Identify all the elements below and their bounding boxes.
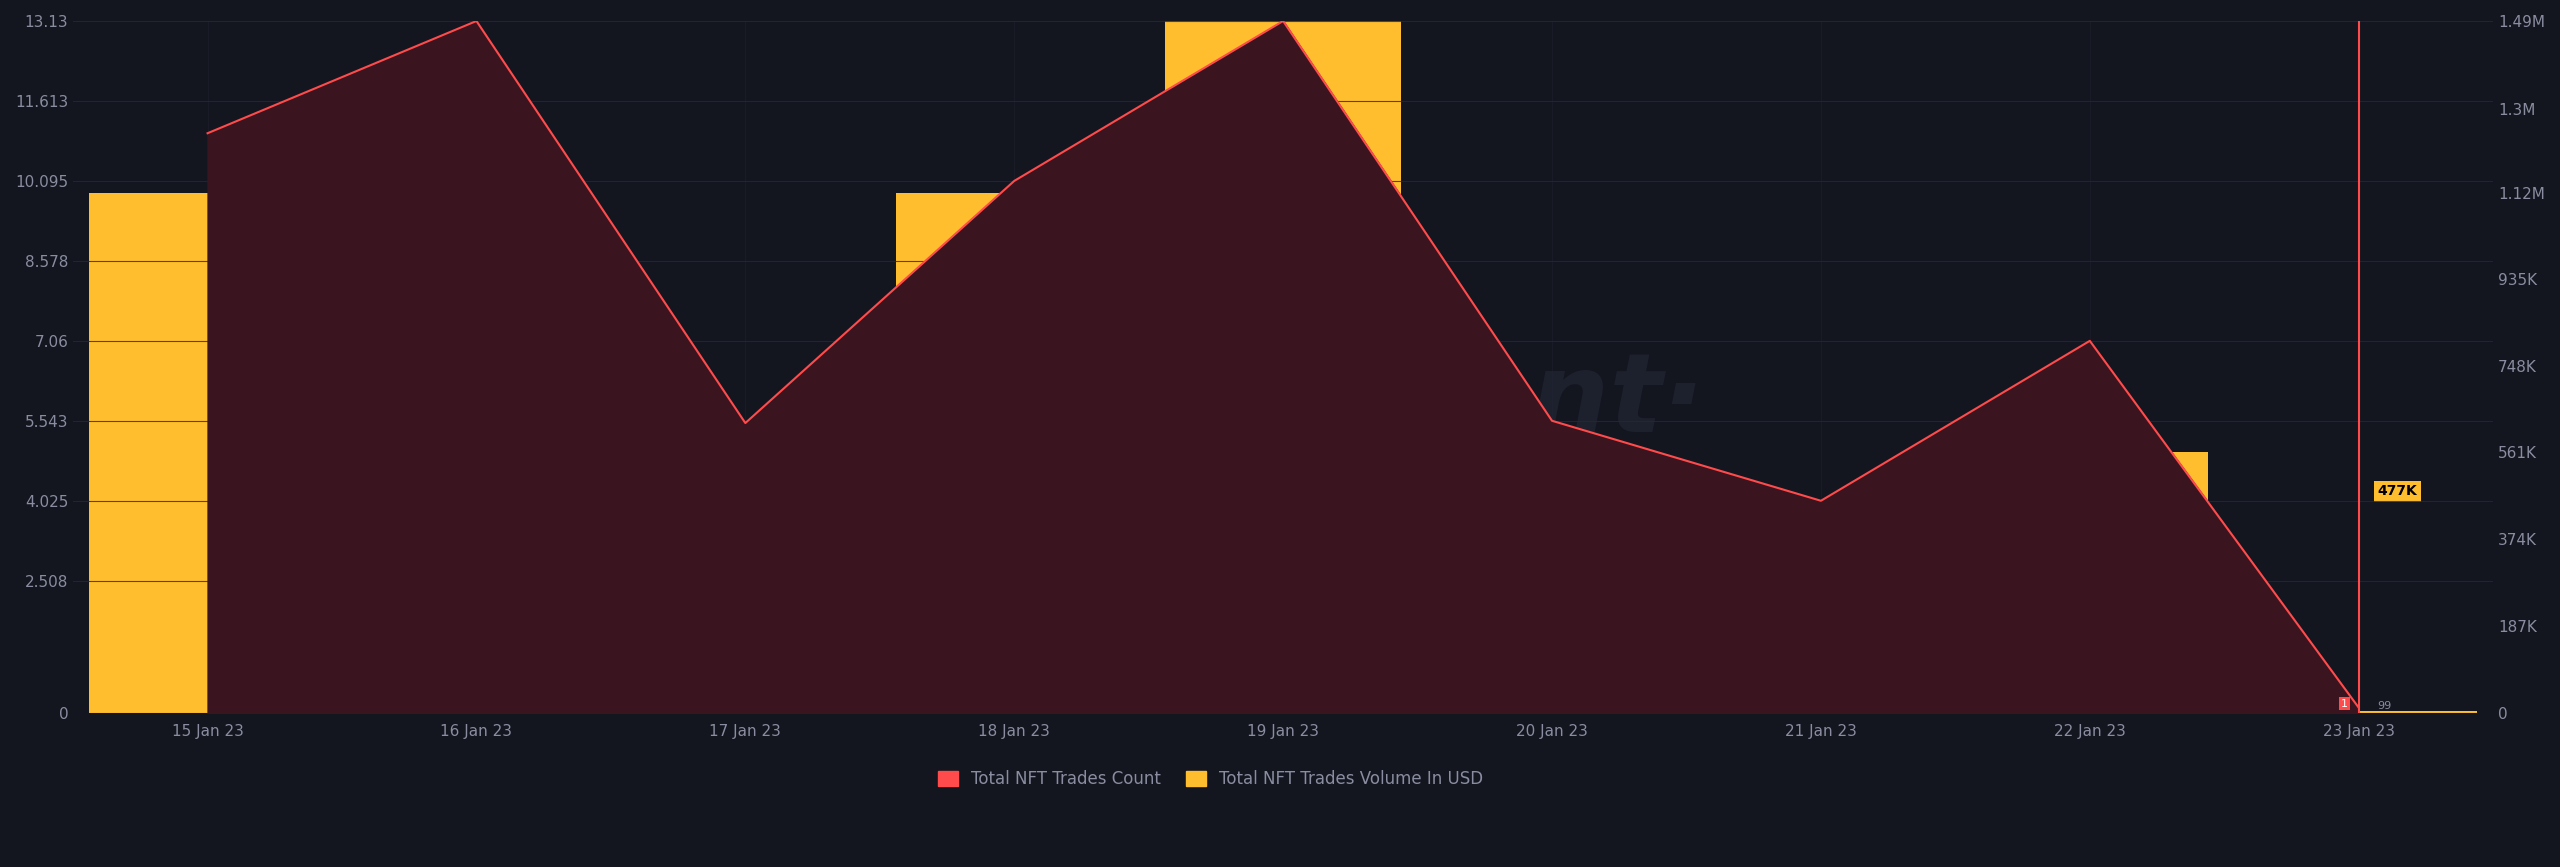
Bar [1434,539,1669,713]
Bar [1165,21,1400,713]
Legend: Total NFT Trades Count, Total NFT Trades Volume In USD: Total NFT Trades Count, Total NFT Trades… [932,763,1490,794]
Bar [358,453,594,713]
Text: 99: 99 [2378,701,2391,712]
Bar [1702,539,1940,713]
Bar [90,192,325,713]
Text: 477K: 477K [2378,485,2417,499]
Text: dappGement·: dappGement· [860,348,1705,455]
Bar [627,539,863,713]
Bar [1971,453,2209,713]
Text: 1: 1 [2340,699,2348,708]
Bar [896,192,1132,713]
Bar [2240,711,2478,713]
